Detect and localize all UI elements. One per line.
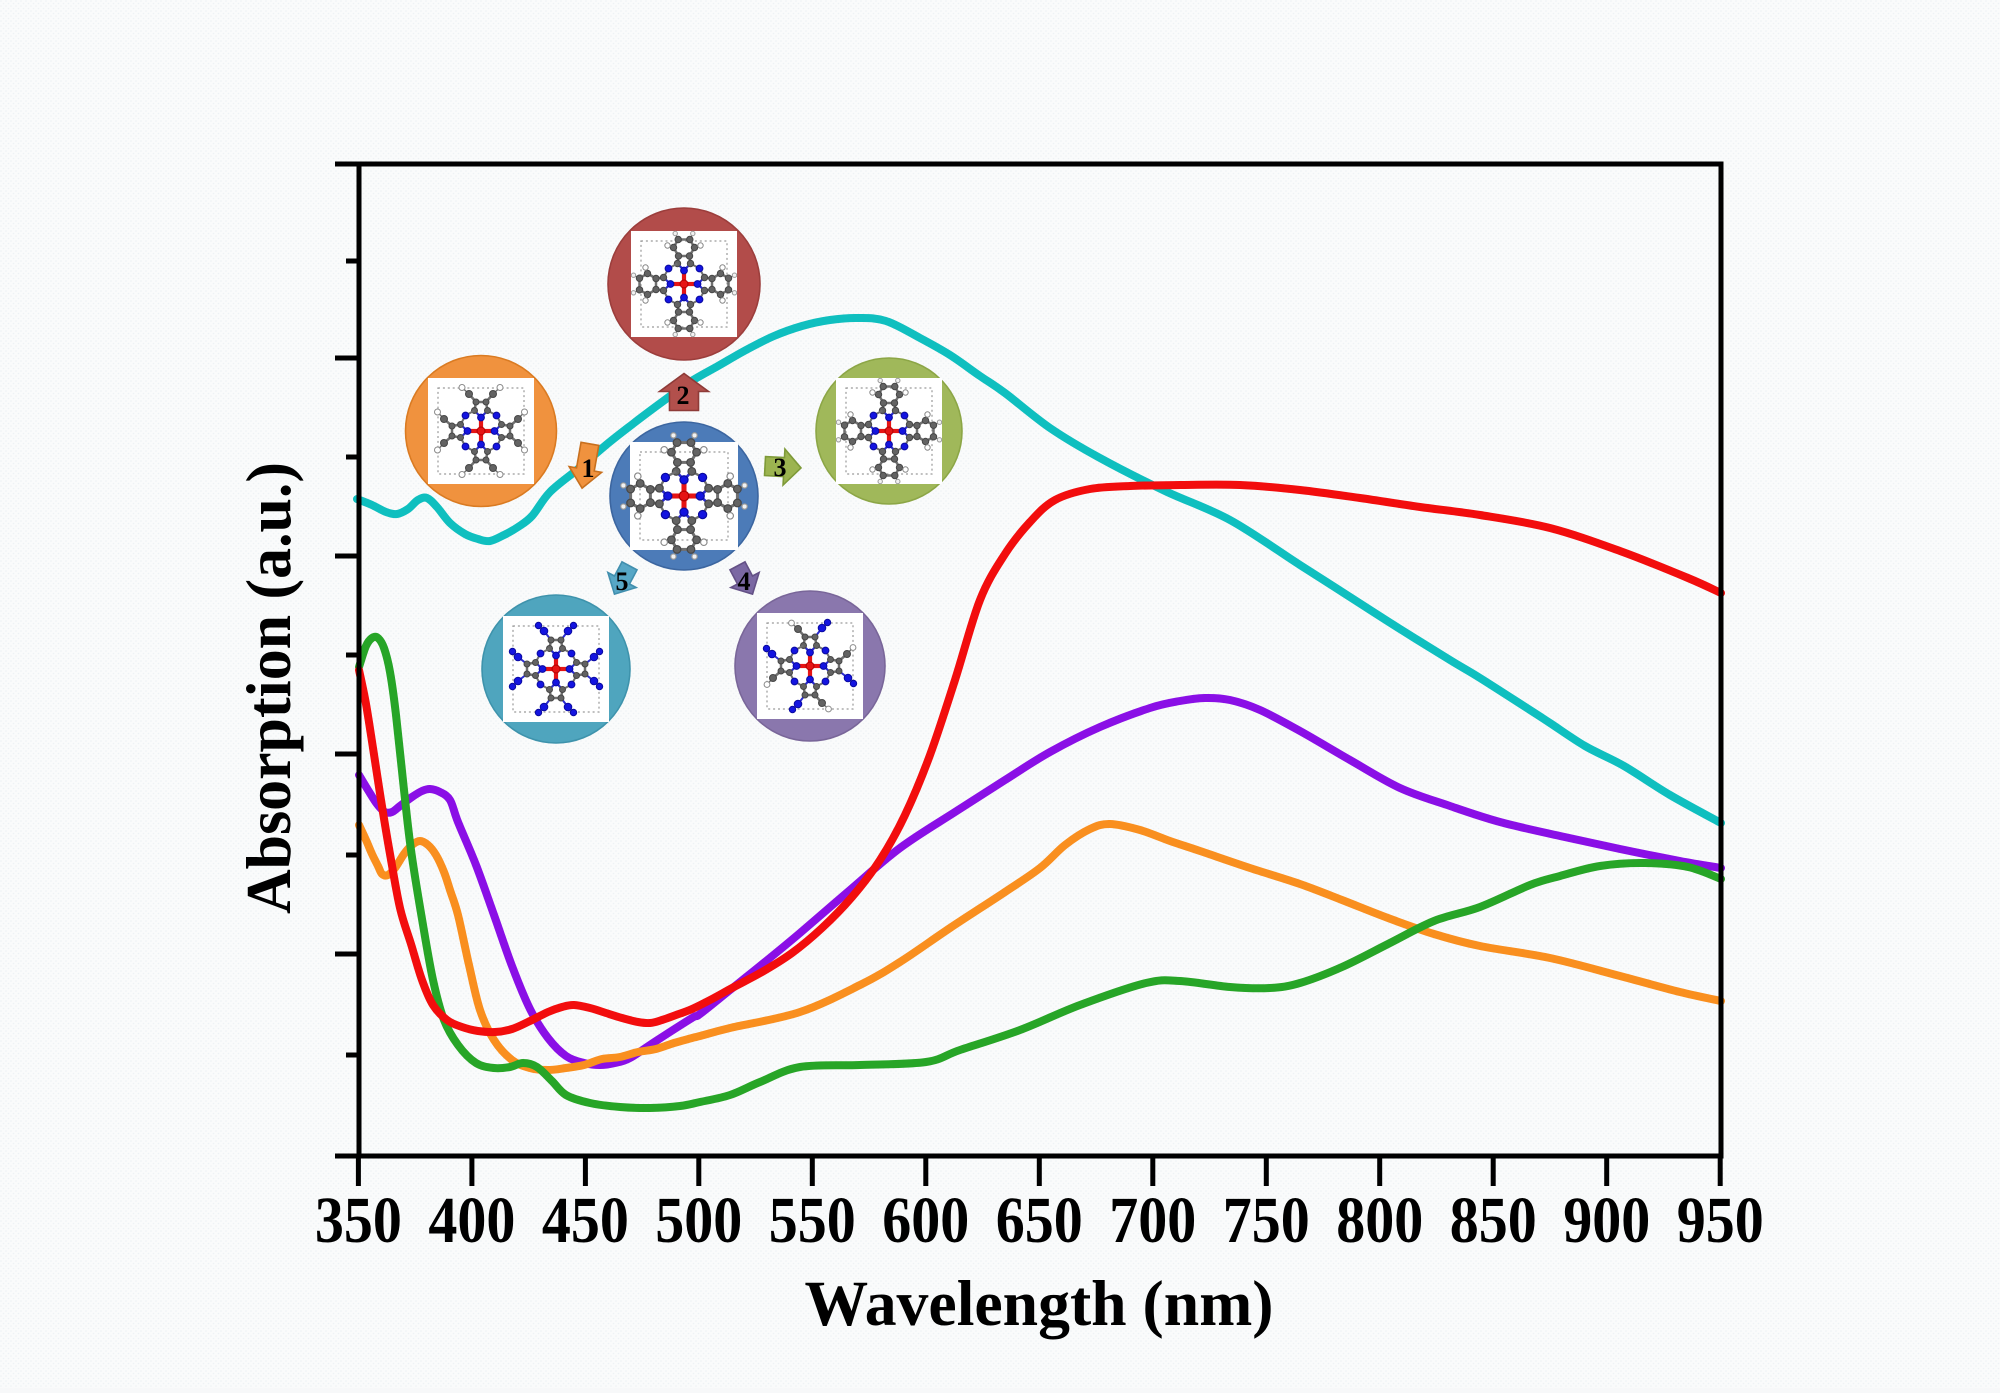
svg-text:500: 500 bbox=[655, 1184, 742, 1257]
svg-text:950: 950 bbox=[1677, 1184, 1764, 1257]
svg-text:5: 5 bbox=[616, 567, 629, 596]
svg-text:4: 4 bbox=[738, 567, 751, 596]
svg-text:650: 650 bbox=[996, 1184, 1083, 1257]
svg-text:1: 1 bbox=[582, 454, 595, 483]
svg-text:700: 700 bbox=[1109, 1184, 1196, 1257]
svg-text:3: 3 bbox=[774, 453, 787, 482]
svg-text:450: 450 bbox=[542, 1184, 629, 1257]
svg-text:800: 800 bbox=[1336, 1184, 1423, 1257]
svg-text:Wavelength (nm): Wavelength (nm) bbox=[805, 1268, 1274, 1339]
svg-text:400: 400 bbox=[428, 1184, 515, 1257]
svg-text:600: 600 bbox=[882, 1184, 969, 1257]
svg-text:Absorption (a.u.): Absorption (a.u.) bbox=[233, 462, 304, 914]
svg-text:850: 850 bbox=[1450, 1184, 1537, 1257]
svg-text:750: 750 bbox=[1223, 1184, 1310, 1257]
svg-text:350: 350 bbox=[315, 1184, 402, 1257]
svg-text:900: 900 bbox=[1563, 1184, 1650, 1257]
svg-text:550: 550 bbox=[769, 1184, 856, 1257]
svg-text:2: 2 bbox=[677, 381, 690, 410]
